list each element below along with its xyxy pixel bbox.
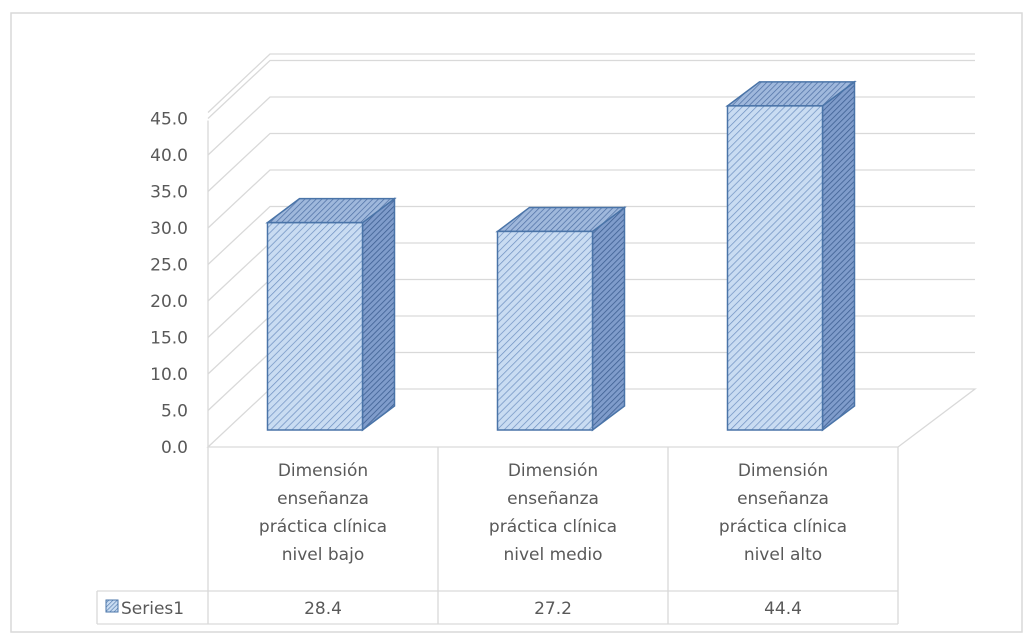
category-label-line: Dimensión [738,461,828,481]
category-label-line: enseñanza [507,489,599,509]
y-tick-label: 45.0 [150,110,188,130]
bar-front [496,230,594,431]
data-table: Dimensión enseñanza práctica clínica nivel … [96,447,899,625]
category-label-line: nivel alto [744,545,822,565]
category-label-line: Dimensión [508,461,598,481]
bar [495,205,627,432]
category-label-line: práctica clínica [489,517,617,537]
y-tick-label: 25.0 [150,256,188,276]
bar-side [591,205,626,432]
table-value: 27.2 [534,599,572,619]
category-label-line: nivel medio [503,545,602,565]
series-name: Series1 [121,599,184,619]
y-tick-label: 40.0 [150,146,188,166]
category-label-line: Dimensión [278,461,368,481]
y-axis-ticks: 0.0 5.0 10.0 15.0 20.0 25.0 30.0 35.0 40.0 45.0 [150,110,188,459]
y-tick-label: 20.0 [150,292,188,312]
bar-front [726,105,824,431]
y-tick-label: 30.0 [150,219,188,239]
bar-side [821,80,856,432]
category-label: Dimensión enseñanza práctica clínica nivel … [259,461,387,565]
y-tick-label: 10.0 [150,365,188,385]
gridline [207,59,975,119]
y-tick-label: 15.0 [150,329,188,349]
y-tick-label: 35.0 [150,183,188,203]
category-label: Dimensión enseñanza práctica clínica nivel … [719,461,847,565]
bar-side [361,197,396,432]
category-label-line: enseñanza [737,489,829,509]
bar [725,80,857,432]
category-label-line: práctica clínica [719,517,847,537]
category-label: Dimensión enseñanza práctica clínica nivel … [489,461,617,565]
y-tick-label: 5.0 [161,402,188,422]
category-label-line: enseñanza [277,489,369,509]
gridline-top [207,53,975,113]
bar [265,197,397,432]
bar-front [266,221,364,431]
y-tick-label: 0.0 [161,438,188,458]
table-value: 44.4 [764,599,802,619]
category-label-line: nivel bajo [282,545,364,565]
category-label-line: práctica clínica [259,517,387,537]
bars [265,80,857,432]
table-value: 28.4 [304,599,342,619]
legend-key [105,599,119,613]
